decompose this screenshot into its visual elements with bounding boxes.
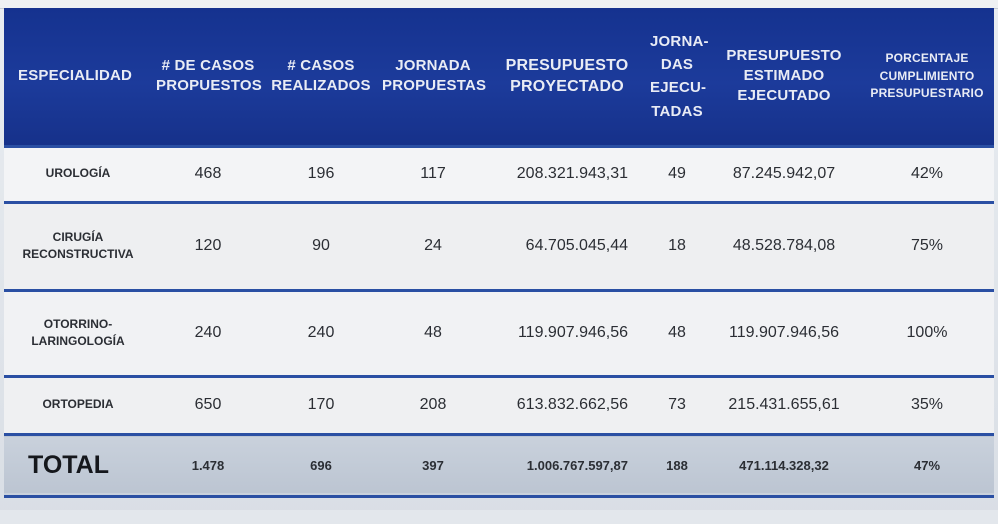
cell-jornada-propuestas: 208 [419, 396, 447, 413]
header-jornadas-ejecutadas: JORNA- DAS EJECU- TADAS [646, 8, 709, 146]
cell-jornadas-ejecutadas: 18 [668, 237, 686, 254]
table-row: ORTOPEDIA 650 170 208 613.832.662,56 73 … [4, 376, 994, 434]
table-row: OTORRINO- LARINGOLOGÍA 240 240 48 119.90… [4, 290, 994, 376]
header-porcentaje: PORCENTAJE CUMPLIMIENTO PRESUPUESTARIO [860, 8, 994, 146]
header-line: PROPUESTAS [382, 77, 487, 95]
table-row: UROLOGÍA 468 196 117 208.321.943,31 49 8… [4, 146, 994, 202]
budget-table: ESPECIALIDAD # DE CASOS PROPUESTOS # CAS… [4, 8, 994, 498]
cell-jornadas-ejecutadas: 49 [668, 165, 686, 182]
header-jornada-propuestas: JORNADA PROPUESTAS [378, 8, 488, 146]
cell-especialidad: ORTOPEDIA [4, 376, 152, 434]
specialty-label: OTORRINO- [43, 316, 113, 331]
cell-casos-propuestos: 120 [194, 237, 222, 254]
total-jornada-propuestas: 397 [422, 457, 444, 473]
header-line: PROPUESTOS [156, 77, 262, 95]
header-line: # CASOS [287, 57, 355, 74]
total-porcentaje: 47% [913, 457, 941, 473]
cell-casos-propuestos: 240 [194, 324, 222, 341]
cell-porcentaje: 100% [906, 324, 948, 341]
specialty-label: RECONSTRUCTIVA [22, 247, 134, 261]
cell-jornada-propuestas: 24 [424, 237, 442, 254]
cell-presupuesto-estimado: 215.431.655,61 [728, 396, 840, 413]
header-especialidad: ESPECIALIDAD [4, 8, 152, 146]
total-presupuesto-estimado: 471.114.328,32 [739, 457, 829, 473]
cell-casos-realizados: 170 [307, 396, 335, 413]
header-presupuesto-estimado: PRESUPUESTO ESTIMADO EJECUTADO [708, 8, 860, 146]
header-line: DAS [660, 56, 694, 73]
cell-presupuesto-estimado: 119.907.946,56 [728, 324, 840, 341]
header-line: JORNADA [395, 57, 471, 74]
specialty-label: LARINGOLOGÍA [31, 334, 125, 348]
header-line: TADAS [651, 102, 703, 120]
cell-presupuesto-proyectado: 613.832.662,56 [516, 396, 628, 413]
total-jornadas-ejecutadas: 188 [666, 457, 688, 473]
header-line: EJECUTADO [737, 87, 831, 105]
header-line: EJECU- [650, 79, 707, 97]
header-line: CUMPLIMIENTO [879, 68, 975, 83]
cell-especialidad: CIRUGÍA RECONSTRUCTIVA [4, 202, 152, 290]
header-especialidad-label: ESPECIALIDAD [18, 67, 133, 85]
header-line: ESTIMADO [743, 67, 825, 85]
cell-porcentaje: 35% [910, 396, 944, 413]
header-line: PORCENTAJE [885, 51, 969, 66]
cell-jornadas-ejecutadas: 48 [668, 324, 686, 341]
cell-presupuesto-proyectado: 208.321.943,31 [516, 165, 628, 182]
cell-presupuesto-proyectado: 119.907.946,56 [517, 324, 628, 341]
header-line: PROYECTADO [510, 78, 624, 96]
total-label: TOTAL [28, 450, 110, 479]
cell-casos-propuestos: 650 [194, 396, 222, 413]
cell-presupuesto-proyectado: 64.705.045,44 [525, 237, 628, 254]
header-presupuesto-proyectado: PRESUPUESTO PROYECTADO [488, 8, 646, 146]
header-casos-realizados: # CASOS REALIZADOS [264, 8, 378, 146]
cell-casos-propuestos: 468 [194, 165, 222, 182]
total-presupuesto-proyectado: 1.006.767.597,87 [526, 457, 628, 473]
cell-casos-realizados: 240 [307, 324, 335, 341]
header-line: JORNA- [650, 32, 709, 50]
cell-jornada-propuestas: 117 [420, 165, 446, 182]
header-row: ESPECIALIDAD # DE CASOS PROPUESTOS # CAS… [4, 8, 994, 146]
specialty-label: CIRUGÍA [52, 229, 104, 244]
cell-casos-realizados: 90 [312, 237, 330, 254]
cell-especialidad: OTORRINO- LARINGOLOGÍA [4, 290, 152, 376]
cell-presupuesto-estimado: 87.245.942,07 [732, 165, 836, 182]
cell-porcentaje: 75% [910, 237, 944, 254]
cell-jornada-propuestas: 48 [424, 324, 442, 341]
header-line: REALIZADOS [271, 77, 371, 95]
cell-jornadas-ejecutadas: 73 [668, 396, 686, 413]
total-casos-realizados: 696 [310, 457, 332, 473]
header-line: PRESUPUESTO [726, 46, 842, 64]
cell-presupuesto-estimado: 48.528.784,08 [732, 237, 836, 254]
header-line: PRESUPUESTO [505, 56, 629, 74]
specialty-label: UROLOGÍA [45, 166, 111, 181]
table-row: CIRUGÍA RECONSTRUCTIVA 120 90 24 64.705.… [4, 202, 994, 290]
cell-casos-realizados: 196 [307, 165, 335, 182]
total-casos-propuestos: 1.478 [191, 457, 225, 473]
header-casos-propuestos: # DE CASOS PROPUESTOS [152, 8, 264, 146]
bottom-band [0, 510, 998, 524]
specialty-label: ORTOPEDIA [42, 397, 114, 412]
cell-porcentaje: 42% [910, 165, 944, 182]
header-line: PRESUPUESTARIO [870, 85, 984, 100]
header-line: # DE CASOS [161, 57, 255, 74]
total-row: TOTAL 1.478 696 397 1.006.767.597,87 188… [4, 434, 994, 496]
cell-especialidad: UROLOGÍA [4, 146, 152, 202]
